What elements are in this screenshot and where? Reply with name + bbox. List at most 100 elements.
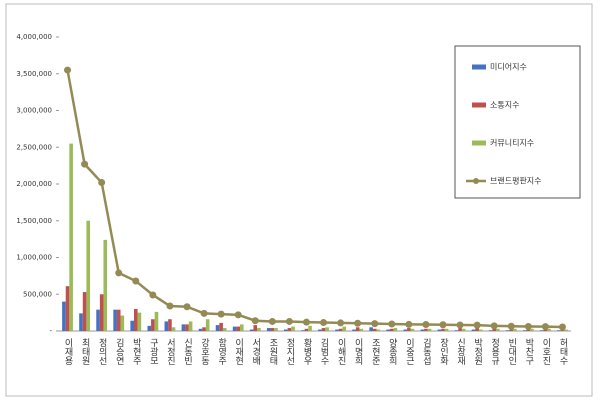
- line-marker: [473, 321, 481, 329]
- bar: [116, 309, 121, 331]
- bar: [403, 329, 408, 331]
- line-marker: [64, 66, 72, 74]
- bar: [284, 329, 288, 331]
- line-marker: [183, 303, 191, 311]
- x-tick-label: 정지선: [284, 338, 294, 365]
- x-tick-label: 조현준: [370, 338, 380, 365]
- bar: [420, 329, 425, 331]
- bar: [202, 327, 206, 331]
- bar: [540, 330, 544, 331]
- bar: [530, 328, 534, 331]
- bar: [215, 325, 220, 331]
- bar: [236, 326, 240, 331]
- x-tick-label: 황병우: [301, 338, 311, 366]
- bar: [543, 329, 548, 331]
- bar: [171, 327, 176, 331]
- bar: [151, 319, 155, 331]
- line-marker: [388, 320, 396, 328]
- y-tick-label: 3,500,000: [16, 70, 52, 78]
- bar: [240, 324, 244, 331]
- legend-symbol: [472, 64, 486, 70]
- bar: [287, 328, 292, 331]
- line-marker: [541, 323, 549, 331]
- bar: [335, 329, 339, 331]
- bar: [547, 328, 551, 331]
- x-tick-label: 박정원: [472, 338, 482, 365]
- line-marker: [320, 319, 328, 327]
- bar: [342, 326, 346, 331]
- bar: [137, 312, 142, 331]
- x-tick-label: 김동섭: [421, 337, 431, 365]
- bar: [82, 292, 87, 331]
- bar: [471, 329, 476, 331]
- bar: [120, 315, 125, 331]
- bar: [557, 330, 561, 331]
- bar: [86, 220, 90, 331]
- legend-symbol: [472, 140, 486, 146]
- line-marker: [371, 320, 379, 328]
- x-tick-label: 이중근: [404, 338, 414, 365]
- x-tick-label: 박찬구: [523, 338, 533, 366]
- bar: [154, 311, 159, 331]
- legend-symbol: [473, 178, 479, 184]
- legend-label: 커뮤니티지수: [490, 138, 534, 148]
- bar: [444, 328, 449, 331]
- bar: [304, 328, 309, 331]
- line-marker: [98, 179, 106, 187]
- x-tick-label: 이해진: [336, 338, 346, 365]
- bar: [270, 328, 275, 331]
- bar: [424, 328, 428, 331]
- bar: [488, 330, 493, 331]
- line-marker: [337, 319, 345, 327]
- legend-symbol: [472, 102, 486, 108]
- bar: [352, 329, 356, 331]
- x-tick-label: 서경배: [250, 338, 260, 366]
- bar: [496, 328, 500, 331]
- x-tick-label: 이재용: [63, 338, 73, 365]
- bar: [513, 328, 517, 331]
- x-tick-label: 양종희: [387, 338, 397, 366]
- bar: [410, 328, 415, 331]
- line-marker: [268, 317, 276, 325]
- y-tick-label: 1,500,000: [16, 217, 52, 225]
- line-marker: [285, 317, 293, 325]
- bar: [103, 239, 108, 331]
- y-tick-label: 3,000,000: [16, 107, 52, 115]
- line-marker: [524, 322, 532, 330]
- bar: [393, 328, 398, 331]
- line-marker: [354, 319, 362, 327]
- bar: [437, 329, 442, 331]
- bar: [325, 327, 329, 331]
- bar: [65, 286, 70, 331]
- bar: [96, 309, 100, 331]
- bar: [134, 308, 138, 331]
- y-tick-label: 2,000,000: [16, 180, 52, 188]
- bar: [522, 330, 527, 331]
- bar: [301, 330, 305, 331]
- x-tick-label: 강호동: [199, 338, 209, 365]
- x-tick-label: 최태원: [80, 338, 90, 365]
- x-tick-label: 이명희: [353, 338, 363, 366]
- x-tick-label: 이재현: [233, 338, 243, 365]
- x-tick-label: 신동빈: [182, 338, 192, 365]
- bar: [318, 329, 322, 331]
- x-tick-label: 조원태: [267, 338, 277, 366]
- bar: [564, 329, 568, 331]
- line-marker: [439, 321, 447, 329]
- y-tick-label: 2,500,000: [16, 143, 52, 151]
- bar: [188, 321, 193, 331]
- legend-label: 미디어지수: [490, 62, 527, 72]
- bar: [441, 328, 445, 331]
- bar: [130, 320, 134, 331]
- bar: [198, 328, 203, 331]
- bar: [205, 319, 210, 331]
- bar: [164, 321, 169, 331]
- line-marker: [558, 323, 566, 331]
- bar: [427, 328, 432, 331]
- y-tick-label: -: [49, 327, 52, 335]
- y-tick-label: 500,000: [23, 290, 52, 298]
- bar: [478, 329, 483, 331]
- y-tick-label: 4,000,000: [16, 33, 52, 41]
- bar: [69, 143, 73, 331]
